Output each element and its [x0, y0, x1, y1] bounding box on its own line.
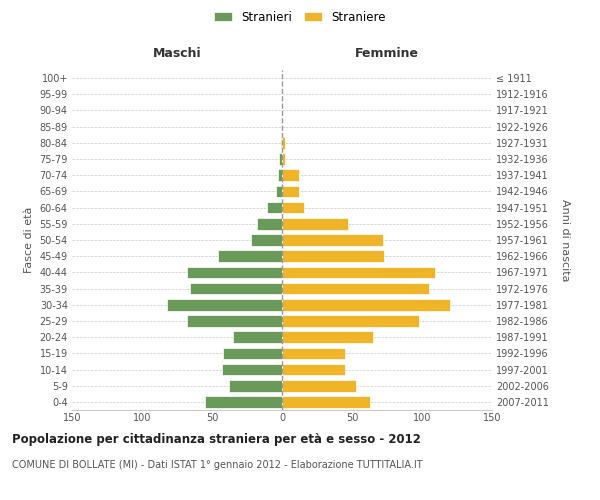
Bar [282, 186, 299, 198]
Bar [187, 266, 282, 278]
Legend: Stranieri, Straniere: Stranieri, Straniere [209, 6, 391, 28]
Bar [279, 153, 282, 165]
Bar [281, 137, 282, 148]
Bar [282, 332, 373, 343]
Bar [222, 364, 282, 376]
Bar [205, 396, 282, 407]
Bar [282, 282, 429, 294]
Text: Femmine: Femmine [355, 47, 419, 60]
Text: Maschi: Maschi [152, 47, 202, 60]
Bar [229, 380, 282, 392]
Text: Popolazione per cittadinanza straniera per età e sesso - 2012: Popolazione per cittadinanza straniera p… [12, 432, 421, 446]
Bar [223, 348, 282, 359]
Bar [218, 250, 282, 262]
Bar [282, 137, 285, 148]
Bar [282, 202, 304, 213]
Bar [282, 380, 356, 392]
Bar [251, 234, 282, 246]
Bar [282, 299, 450, 310]
Bar [278, 170, 282, 181]
Bar [282, 364, 345, 376]
Bar [282, 218, 348, 230]
Bar [190, 282, 282, 294]
Bar [282, 250, 384, 262]
Text: COMUNE DI BOLLATE (MI) - Dati ISTAT 1° gennaio 2012 - Elaborazione TUTTITALIA.IT: COMUNE DI BOLLATE (MI) - Dati ISTAT 1° g… [12, 460, 422, 469]
Bar [277, 186, 282, 198]
Bar [282, 348, 345, 359]
Y-axis label: Anni di nascita: Anni di nascita [560, 198, 570, 281]
Bar [282, 234, 383, 246]
Bar [282, 170, 299, 181]
Bar [167, 299, 282, 310]
Bar [233, 332, 282, 343]
Y-axis label: Fasce di età: Fasce di età [24, 207, 34, 273]
Bar [282, 315, 419, 327]
Bar [282, 153, 285, 165]
Bar [257, 218, 282, 230]
Bar [282, 396, 370, 407]
Bar [282, 266, 434, 278]
Bar [266, 202, 282, 213]
Bar [187, 315, 282, 327]
